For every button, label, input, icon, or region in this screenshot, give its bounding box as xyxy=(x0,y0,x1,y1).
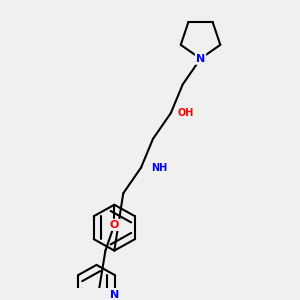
Text: N: N xyxy=(110,290,119,300)
Text: OH: OH xyxy=(178,108,194,118)
Text: O: O xyxy=(110,220,119,230)
Text: N: N xyxy=(196,54,205,64)
Text: NH: NH xyxy=(151,163,167,172)
